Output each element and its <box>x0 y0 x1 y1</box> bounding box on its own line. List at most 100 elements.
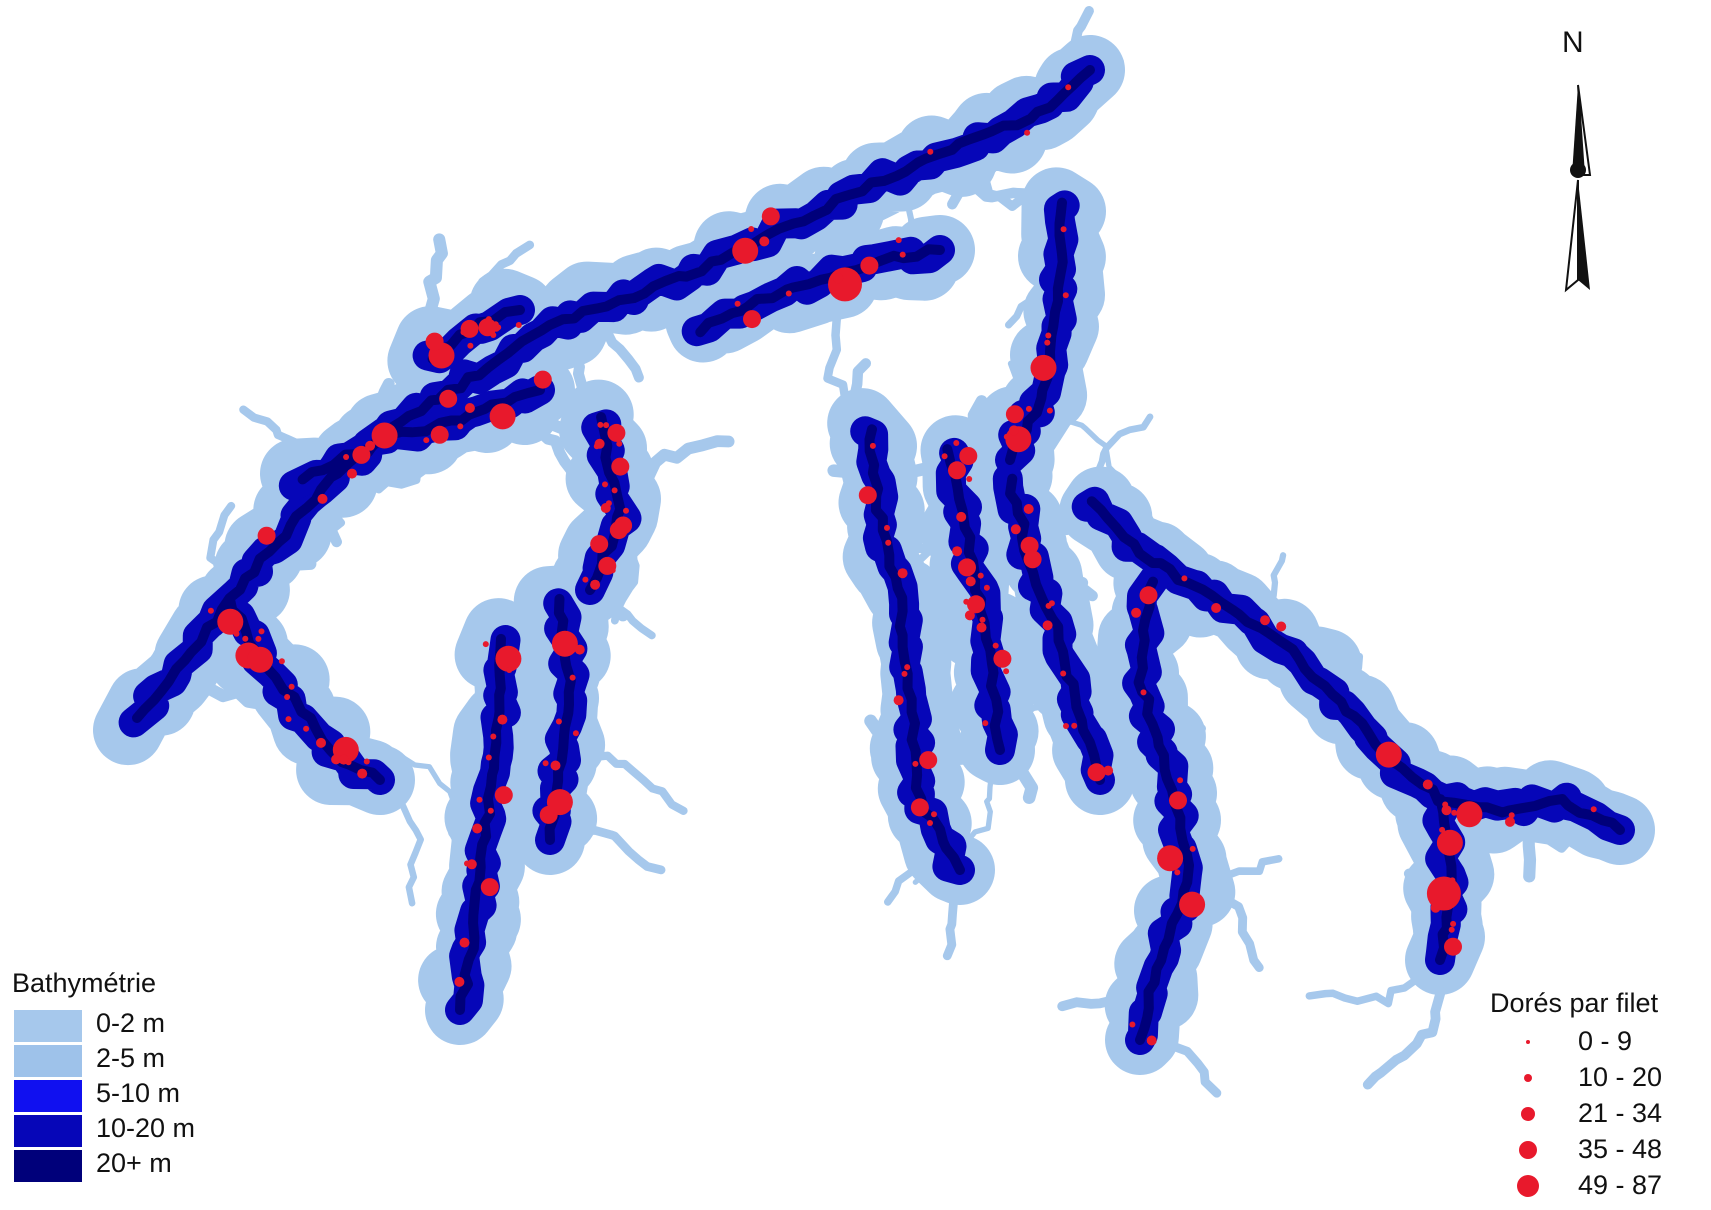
shallow-bay <box>991 747 1039 804</box>
fish-catch-marker <box>1060 226 1067 233</box>
fish-catch-marker <box>574 644 585 655</box>
fish-catch-marker <box>897 568 908 579</box>
fish-catch-marker <box>616 440 623 447</box>
fish-catch-marker <box>1139 586 1158 605</box>
fish-catch-marker <box>904 664 911 671</box>
bathymetry-label: 10-20 m <box>96 1113 196 1143</box>
fish-marker-35-48 <box>1519 1141 1537 1159</box>
fish-catch-marker <box>993 649 1012 668</box>
bathymetry-label: 5-10 m <box>96 1078 181 1108</box>
fish-catch-marker <box>506 667 513 673</box>
fish-catch-marker <box>460 329 467 336</box>
fish-catch-marker <box>255 635 262 642</box>
fish-class-label: 10 - 20 <box>1578 1062 1663 1092</box>
fish-catch-marker <box>1276 621 1287 632</box>
deepest-channel <box>455 633 506 1015</box>
fish-catch-marker <box>885 539 892 546</box>
fish-catch-marker <box>614 516 633 535</box>
fish-catch-marker <box>317 493 328 504</box>
fish-catch-marker <box>983 584 990 591</box>
fish-catch-marker <box>478 318 497 337</box>
fish-legend-title: Dorés par filet <box>1490 988 1659 1018</box>
fish-catch-marker <box>958 558 976 577</box>
fish-catch-marker <box>1260 615 1270 626</box>
fish-catch-marker <box>467 342 474 349</box>
fish-catch-marker <box>761 207 780 226</box>
north-arrow-icon <box>1564 84 1592 293</box>
fish-catch-marker <box>490 733 497 740</box>
deepest-channel <box>1133 576 1194 1045</box>
fish-catch-marker <box>459 937 470 948</box>
fish-catch-marker <box>1189 845 1196 852</box>
fish-catch-marker <box>1181 575 1188 582</box>
fish-catch-marker <box>515 322 522 328</box>
fish-catch-marker <box>743 310 761 329</box>
deepest-channel <box>695 244 945 338</box>
fish-catch-marker <box>217 608 244 635</box>
fish-catch-marker <box>912 760 919 767</box>
fish-catch-marker <box>489 403 516 430</box>
fish-catch-marker <box>952 546 963 557</box>
fish-catch-marker <box>487 807 494 814</box>
fish-catch-marker <box>1505 816 1515 827</box>
fish-catch-marker <box>258 628 265 635</box>
fish-catch-marker <box>732 237 759 264</box>
fish-catch-marker <box>1157 845 1184 872</box>
shallow-bay <box>1187 876 1264 973</box>
fish-catch-marker <box>1044 339 1051 346</box>
fish-catch-marker <box>472 823 483 834</box>
fish-catch-marker <box>457 423 464 430</box>
fish-catch-marker <box>533 370 552 389</box>
fish-catch-marker <box>423 437 430 444</box>
fish-catch-marker <box>430 425 449 444</box>
fish-catch-marker <box>285 716 292 723</box>
fish-catch-marker <box>976 622 987 633</box>
shallow-bay <box>559 751 688 815</box>
fish-catch-marker <box>569 674 576 681</box>
fish-catch-marker <box>1048 600 1055 607</box>
fish-catch-marker <box>1023 550 1042 569</box>
fish-catch-marker <box>1129 1021 1136 1028</box>
fish-catch-marker <box>494 786 513 805</box>
fish-catch-marker <box>1003 668 1010 675</box>
fish-catch-marker <box>1045 332 1052 339</box>
fish-catch-marker <box>338 754 349 765</box>
fish-catch-marker <box>1025 405 1032 412</box>
fish-catch-marker <box>1020 536 1039 555</box>
fish-marker-21-34 <box>1521 1107 1535 1121</box>
fish-catch-marker <box>590 535 609 554</box>
fish-catch-marker <box>1444 937 1462 956</box>
fish-catch-marker <box>1146 1035 1157 1046</box>
fish-catch-marker <box>542 760 549 767</box>
fish-catch-marker <box>278 658 285 665</box>
fish-catch-marker <box>454 976 465 987</box>
fish-catch-marker <box>1065 84 1072 91</box>
deepest-channel <box>132 65 1095 723</box>
fish-class-label: 0 - 9 <box>1578 1026 1633 1056</box>
fish-catch-marker <box>1211 603 1222 613</box>
shallow-bay <box>320 414 464 498</box>
fish-catch-marker <box>605 500 612 507</box>
bathymetry-swatch <box>14 1080 82 1112</box>
north-label: N <box>1562 26 1584 59</box>
fish-catch-marker <box>785 290 792 297</box>
fish-catch-marker <box>603 422 610 429</box>
bathymetry-swatch <box>14 1150 82 1182</box>
fish-catch-marker <box>1508 812 1515 819</box>
fish-catch-marker <box>609 567 616 574</box>
fish-catch-marker <box>1169 791 1187 810</box>
fish-catch-marker <box>439 389 458 408</box>
fish-catch-marker <box>959 447 978 465</box>
fish-catch-marker <box>901 670 908 677</box>
fish-catch-marker <box>352 445 371 464</box>
fish-catch-marker <box>1010 524 1021 535</box>
fish-catch-marker <box>288 683 295 690</box>
fish-catch-marker <box>1062 292 1069 299</box>
deepest-channel <box>1005 197 1068 465</box>
fish-catch-marker <box>927 148 934 155</box>
fish-catch-marker <box>1103 765 1114 776</box>
fish-catch-marker <box>860 256 879 275</box>
fish-catch-marker <box>1003 433 1010 440</box>
fish-catch-marker <box>953 440 960 446</box>
shallow-bay <box>823 296 872 439</box>
